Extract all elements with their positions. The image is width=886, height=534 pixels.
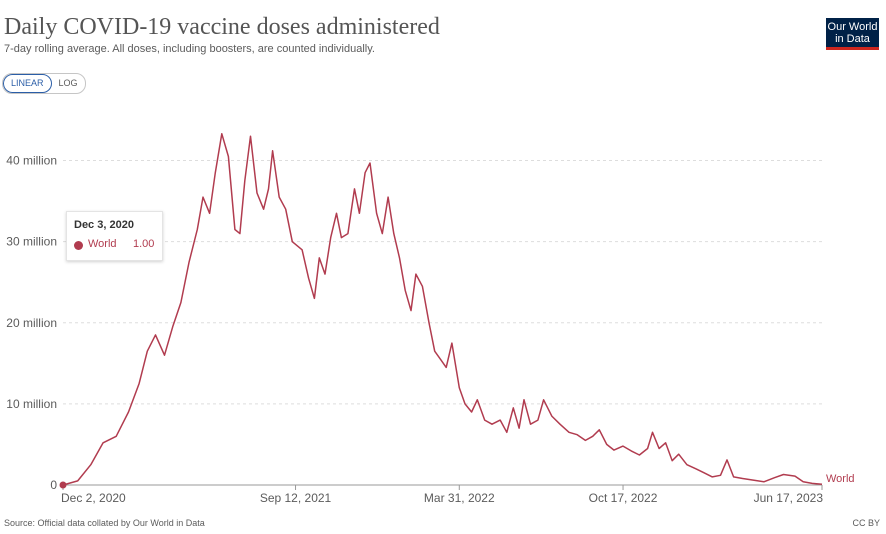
y-axis-ticks: 0 10 million 20 million 30 million 40 millio… bbox=[6, 154, 57, 492]
chart-subtitle: 7-day rolling average. All doses, includ… bbox=[4, 43, 375, 55]
license-link[interactable]: CC BY bbox=[852, 518, 880, 528]
hover-point bbox=[59, 481, 67, 489]
chart-title: Daily COVID-19 vaccine doses administere… bbox=[4, 14, 440, 40]
gridlines bbox=[63, 160, 822, 405]
tooltip-series-dot bbox=[74, 241, 83, 250]
scale-toggle: LINEAR LOG bbox=[2, 73, 86, 94]
series-label-world[interactable]: World bbox=[826, 473, 855, 485]
y-tick-label: 0 bbox=[50, 478, 57, 492]
y-tick-label: 40 million bbox=[6, 154, 57, 168]
log-scale-button[interactable]: LOG bbox=[58, 78, 78, 88]
series-line-world[interactable] bbox=[62, 133, 823, 486]
owid-logo[interactable]: Our World in Data bbox=[826, 18, 879, 50]
y-tick-label: 20 million bbox=[6, 316, 57, 330]
hover-tooltip: Dec 3, 2020 World 1.00 bbox=[66, 211, 163, 261]
tooltip-series-name: World bbox=[88, 238, 117, 250]
x-tick-label: Dec 2, 2020 bbox=[61, 491, 126, 505]
logo-line-1: Our World bbox=[827, 21, 878, 33]
x-tick-label: Sep 12, 2021 bbox=[260, 491, 332, 505]
y-tick-label: 30 million bbox=[6, 235, 57, 249]
x-tick-label: Jun 17, 2023 bbox=[754, 491, 824, 505]
x-axis-ticks: Dec 2, 2020 Sep 12, 2021 Mar 31, 2022 Oct 1… bbox=[61, 485, 823, 505]
linear-scale-button[interactable]: LINEAR bbox=[3, 74, 52, 93]
logo-line-2: in Data bbox=[835, 33, 870, 45]
x-tick-label: Mar 31, 2022 bbox=[424, 491, 495, 505]
source-note: Source: Official data collated by Our Wo… bbox=[4, 518, 205, 528]
tooltip-series-value: 1.00 bbox=[133, 238, 155, 250]
tooltip-date: Dec 3, 2020 bbox=[74, 219, 134, 231]
x-tick-label: Oct 17, 2022 bbox=[589, 491, 658, 505]
y-tick-label: 10 million bbox=[6, 397, 57, 411]
